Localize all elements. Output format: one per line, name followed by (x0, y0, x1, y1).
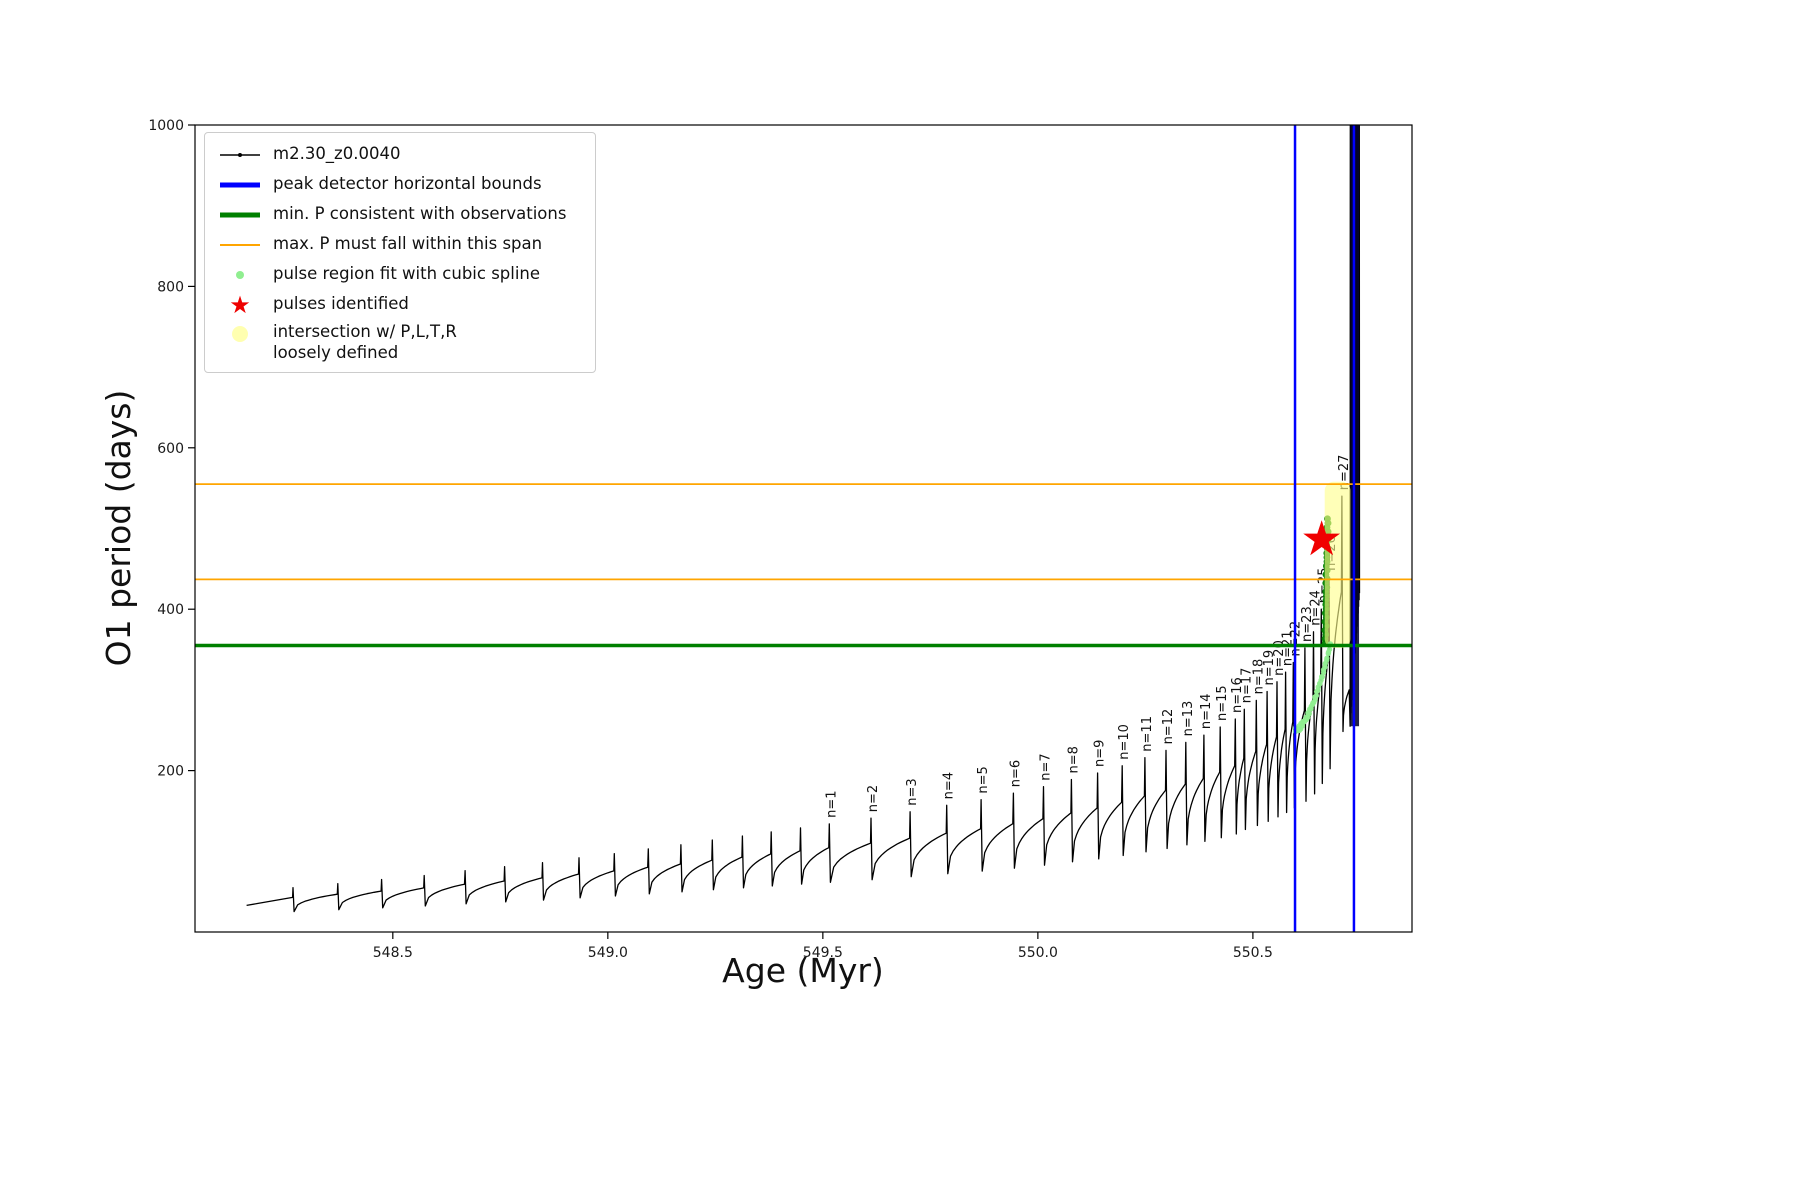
x-axis-label: Age (Myr) (722, 951, 884, 990)
plot-overlays: ★ (195, 125, 1412, 932)
pulse-label: n=1 (824, 790, 839, 817)
spline-dot (1323, 657, 1330, 663)
legend-label: min. P consistent with observations (273, 204, 567, 224)
spline-dot (1322, 664, 1328, 670)
y-tick-label: 1000 (148, 118, 184, 134)
pulse-label: n=11 (1140, 716, 1155, 752)
pulse-label: n=20 (1272, 640, 1287, 676)
spline-dot (1306, 710, 1313, 717)
pulse-label: n=8 (1066, 746, 1081, 773)
legend-item-intersection: intersection w/ P,L,T,R loosely defined (217, 322, 583, 363)
y-tick-label: 200 (157, 764, 184, 780)
spline-dot (1315, 687, 1321, 694)
legend-item-peak-bounds: peak detector horizontal bounds (217, 172, 583, 197)
pulse-label: n=9 (1093, 740, 1108, 767)
blue-line-icon (217, 173, 263, 197)
pulse-label: n=16 (1230, 677, 1245, 713)
legend: m2.30_z0.0040 peak detector horizontal b… (204, 132, 596, 374)
legend-item-series: m2.30_z0.0040 (217, 142, 583, 167)
x-tick-label: 550.5 (1233, 945, 1273, 961)
pulse-label: n=5 (976, 766, 991, 793)
spline-dot (1326, 646, 1333, 653)
legend-label: m2.30_z0.0040 (273, 144, 401, 164)
y-tick-label: 800 (157, 279, 184, 295)
legend-item-min-p: min. P consistent with observations (217, 202, 583, 227)
pulse-label: n=15 (1215, 685, 1230, 721)
yellow-dot-icon (217, 322, 263, 346)
pulse-label: n=27 (1337, 455, 1352, 491)
y-tick-label: 400 (157, 602, 184, 618)
x-tick-label: 549.0 (588, 945, 628, 961)
pulse-label: n=4 (942, 772, 957, 799)
legend-label: max. P must fall within this span (273, 234, 543, 254)
lightgreen-dot-icon (217, 263, 263, 287)
red-star-icon: ★ (229, 290, 251, 319)
legend-label: intersection w/ P,L,T,R loosely defined (273, 322, 457, 362)
series-line-icon (217, 143, 263, 167)
pulse-label: n=2 (866, 785, 881, 812)
pulse-label: n=17 (1239, 668, 1254, 704)
pulse-label: n=14 (1199, 693, 1214, 729)
x-tick-label: 549.5 (803, 945, 843, 961)
orange-line-icon (217, 233, 263, 257)
pulse-label: n=18 (1251, 659, 1266, 695)
spline-dot (1308, 706, 1314, 712)
pulse-label: n=21 (1281, 630, 1296, 666)
pulse-label: n=10 (1117, 724, 1132, 760)
legend-item-max-p: max. P must fall within this span (217, 232, 583, 257)
series-line (246, 125, 1361, 913)
y-tick-label: 600 (157, 441, 184, 457)
pulse-label: n=13 (1181, 701, 1196, 737)
pulse-label: n=3 (905, 778, 920, 805)
pulse-label: n=7 (1038, 753, 1053, 780)
legend-item-pulses: ★ pulses identified (217, 292, 583, 317)
spline-dot (1320, 669, 1327, 676)
pulse-label: n=12 (1161, 709, 1176, 745)
spline-dot (1299, 723, 1306, 729)
legend-item-spline: pulse region fit with cubic spline (217, 262, 583, 287)
pulse-label: n=23 (1300, 606, 1315, 642)
x-tick-label: 550.0 (1018, 945, 1058, 961)
legend-label: pulse region fit with cubic spline (273, 264, 541, 284)
pulse-label: n=24 (1309, 590, 1324, 626)
green-line-icon (217, 203, 263, 227)
legend-label: pulses identified (273, 294, 409, 314)
spline-dot (1319, 674, 1325, 680)
pulse-star: ★ (1300, 511, 1343, 567)
pulse-label: n=19 (1262, 650, 1277, 686)
plot-border (194, 124, 1413, 933)
y-axis-label: O1 period (days) (99, 390, 138, 667)
spline-dot (1313, 692, 1320, 699)
legend-label: peak detector horizontal bounds (273, 174, 542, 194)
axis-ticks: 548.5 549.0 549.5 550.0 550.5 200 400 600 800 100… (148, 118, 1273, 961)
pulse-label: n=6 (1008, 760, 1023, 787)
x-tick-label: 548.5 (373, 945, 413, 961)
intersection-band (1324, 481, 1351, 648)
